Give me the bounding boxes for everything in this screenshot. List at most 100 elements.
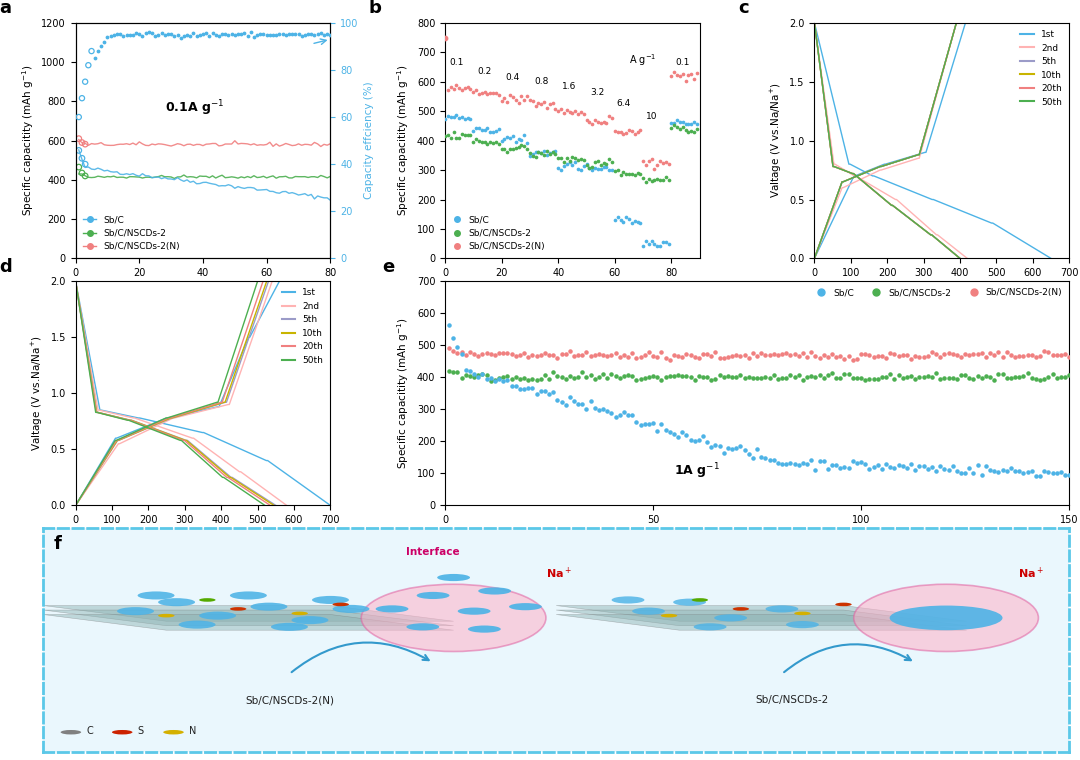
Circle shape xyxy=(406,623,440,631)
Circle shape xyxy=(509,603,542,610)
Point xyxy=(948,372,966,385)
Point xyxy=(445,83,462,95)
Point xyxy=(578,403,595,415)
Point xyxy=(501,132,518,144)
Point xyxy=(811,369,828,382)
Point xyxy=(569,163,586,175)
Point xyxy=(794,457,811,469)
Point xyxy=(827,459,845,471)
Point xyxy=(678,370,696,382)
Point xyxy=(524,95,541,107)
Point xyxy=(448,132,465,144)
Point xyxy=(470,350,487,363)
Point xyxy=(612,169,630,182)
Point xyxy=(881,369,899,381)
Point xyxy=(778,372,795,385)
Point xyxy=(623,168,640,180)
Circle shape xyxy=(333,605,369,613)
Point xyxy=(565,394,582,407)
Point xyxy=(869,459,887,471)
Point xyxy=(567,106,584,118)
Point xyxy=(753,347,770,359)
Point xyxy=(536,96,553,108)
Point xyxy=(665,119,683,131)
Point xyxy=(147,30,164,43)
Point xyxy=(449,366,467,378)
Circle shape xyxy=(732,607,750,611)
Point xyxy=(740,448,757,461)
Point xyxy=(492,96,510,108)
Ellipse shape xyxy=(361,584,546,651)
Point xyxy=(840,461,858,473)
Point xyxy=(77,138,94,150)
Point xyxy=(1056,371,1074,383)
Point xyxy=(532,350,550,362)
Point xyxy=(536,145,553,157)
Point xyxy=(544,146,562,158)
Circle shape xyxy=(478,587,511,594)
Point xyxy=(492,135,510,147)
Point xyxy=(1002,462,1020,474)
Point xyxy=(807,350,824,362)
Point xyxy=(73,167,91,179)
Point xyxy=(735,443,753,455)
Point xyxy=(569,107,586,119)
Point xyxy=(550,151,567,163)
Point xyxy=(1048,350,1065,362)
Point xyxy=(586,156,604,168)
Point xyxy=(703,350,720,362)
Point xyxy=(802,454,820,466)
Point xyxy=(670,369,687,382)
Point xyxy=(661,426,678,438)
Point xyxy=(567,151,584,163)
Circle shape xyxy=(890,606,1002,630)
Point xyxy=(606,125,623,138)
Point xyxy=(683,68,700,80)
Point xyxy=(172,33,189,45)
Point xyxy=(474,368,491,380)
Point xyxy=(986,349,1003,361)
Point xyxy=(131,28,148,40)
Point xyxy=(582,369,599,382)
Point xyxy=(683,125,700,137)
Point xyxy=(744,347,761,359)
Point xyxy=(1040,372,1057,384)
Point xyxy=(615,216,632,228)
Point xyxy=(474,348,491,360)
Point xyxy=(487,87,504,100)
Point xyxy=(561,154,578,166)
Point xyxy=(620,168,637,180)
Point xyxy=(108,28,125,40)
Point xyxy=(657,171,674,183)
Point xyxy=(289,28,307,40)
Point xyxy=(679,118,697,130)
Point xyxy=(474,368,491,380)
Point xyxy=(856,374,874,386)
Point xyxy=(969,348,986,360)
Text: c: c xyxy=(738,0,748,17)
Point xyxy=(558,158,576,170)
Point xyxy=(1052,371,1069,383)
Point xyxy=(773,372,791,384)
Point xyxy=(681,372,699,384)
Point xyxy=(575,154,592,166)
Point xyxy=(836,353,853,366)
Point xyxy=(482,126,499,138)
Text: 0.1A g$^{-1}$: 0.1A g$^{-1}$ xyxy=(165,99,224,118)
Point xyxy=(504,143,522,155)
Point xyxy=(245,31,262,43)
Point xyxy=(478,138,496,150)
Circle shape xyxy=(632,607,665,615)
Point xyxy=(719,370,737,382)
Point xyxy=(620,213,637,225)
Point xyxy=(235,27,253,39)
Point xyxy=(635,154,652,166)
Point xyxy=(877,352,894,364)
Point xyxy=(586,162,604,174)
Point xyxy=(623,410,640,422)
Point xyxy=(450,82,468,94)
Point xyxy=(823,348,840,360)
Point xyxy=(558,104,576,116)
Point xyxy=(487,125,504,137)
Point xyxy=(632,217,649,230)
